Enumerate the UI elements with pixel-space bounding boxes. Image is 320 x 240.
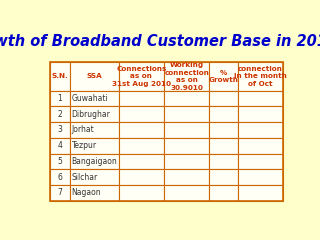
Text: Growth of Broadband Customer Base in 2010-11: Growth of Broadband Customer Base in 201… xyxy=(0,34,320,49)
Bar xyxy=(50,106,69,122)
Bar xyxy=(164,91,209,106)
Bar xyxy=(164,138,209,154)
Bar xyxy=(238,154,283,169)
Bar xyxy=(69,62,119,91)
Bar xyxy=(209,62,238,91)
Bar xyxy=(119,122,164,138)
Text: 3: 3 xyxy=(57,126,62,134)
Bar xyxy=(209,122,238,138)
Bar xyxy=(209,91,238,106)
Bar xyxy=(119,91,164,106)
Bar xyxy=(50,154,69,169)
Text: 6: 6 xyxy=(57,173,62,182)
Bar xyxy=(238,91,283,106)
Bar xyxy=(164,185,209,201)
Bar xyxy=(69,185,119,201)
Bar xyxy=(209,169,238,185)
Text: %
Growth: % Growth xyxy=(209,70,238,83)
Bar xyxy=(119,106,164,122)
Bar xyxy=(164,154,209,169)
Text: 1: 1 xyxy=(57,94,62,103)
Bar xyxy=(50,138,69,154)
Bar xyxy=(119,185,164,201)
Bar xyxy=(119,169,164,185)
Bar xyxy=(238,122,283,138)
Text: Silchar: Silchar xyxy=(72,173,98,182)
Bar xyxy=(50,169,69,185)
Bar xyxy=(209,154,238,169)
Bar xyxy=(238,62,283,91)
Bar xyxy=(69,138,119,154)
Bar xyxy=(119,138,164,154)
Bar xyxy=(164,169,209,185)
Text: Connections
as on
31st Aug 2010: Connections as on 31st Aug 2010 xyxy=(112,66,171,87)
Bar xyxy=(69,91,119,106)
Bar xyxy=(164,106,209,122)
Bar xyxy=(119,62,164,91)
Bar xyxy=(69,122,119,138)
Text: connection
in the month
of Oct: connection in the month of Oct xyxy=(234,66,287,87)
Text: Tezpur: Tezpur xyxy=(72,141,97,150)
Text: 7: 7 xyxy=(57,188,62,197)
Bar xyxy=(50,62,69,91)
Text: Jorhat: Jorhat xyxy=(72,126,94,134)
Bar xyxy=(69,106,119,122)
Bar xyxy=(238,169,283,185)
Bar xyxy=(164,122,209,138)
Text: 2: 2 xyxy=(57,110,62,119)
Text: 4: 4 xyxy=(57,141,62,150)
Text: Bangaigaon: Bangaigaon xyxy=(72,157,117,166)
Bar xyxy=(119,154,164,169)
Bar xyxy=(69,169,119,185)
Bar xyxy=(69,154,119,169)
Text: S.N.: S.N. xyxy=(52,73,68,79)
Bar xyxy=(209,138,238,154)
Text: Working
connection
as on
30.9010: Working connection as on 30.9010 xyxy=(164,62,209,91)
Bar xyxy=(238,185,283,201)
Text: 5: 5 xyxy=(57,157,62,166)
Bar xyxy=(50,122,69,138)
Bar xyxy=(238,106,283,122)
Bar xyxy=(209,106,238,122)
Bar xyxy=(50,185,69,201)
Text: Nagaon: Nagaon xyxy=(72,188,101,197)
Text: Guwahati: Guwahati xyxy=(72,94,108,103)
Text: SSA: SSA xyxy=(86,73,102,79)
Bar xyxy=(50,62,283,201)
Text: Dibrughar: Dibrughar xyxy=(72,110,110,119)
Bar xyxy=(209,185,238,201)
Bar xyxy=(164,62,209,91)
Bar xyxy=(50,91,69,106)
Bar xyxy=(238,138,283,154)
